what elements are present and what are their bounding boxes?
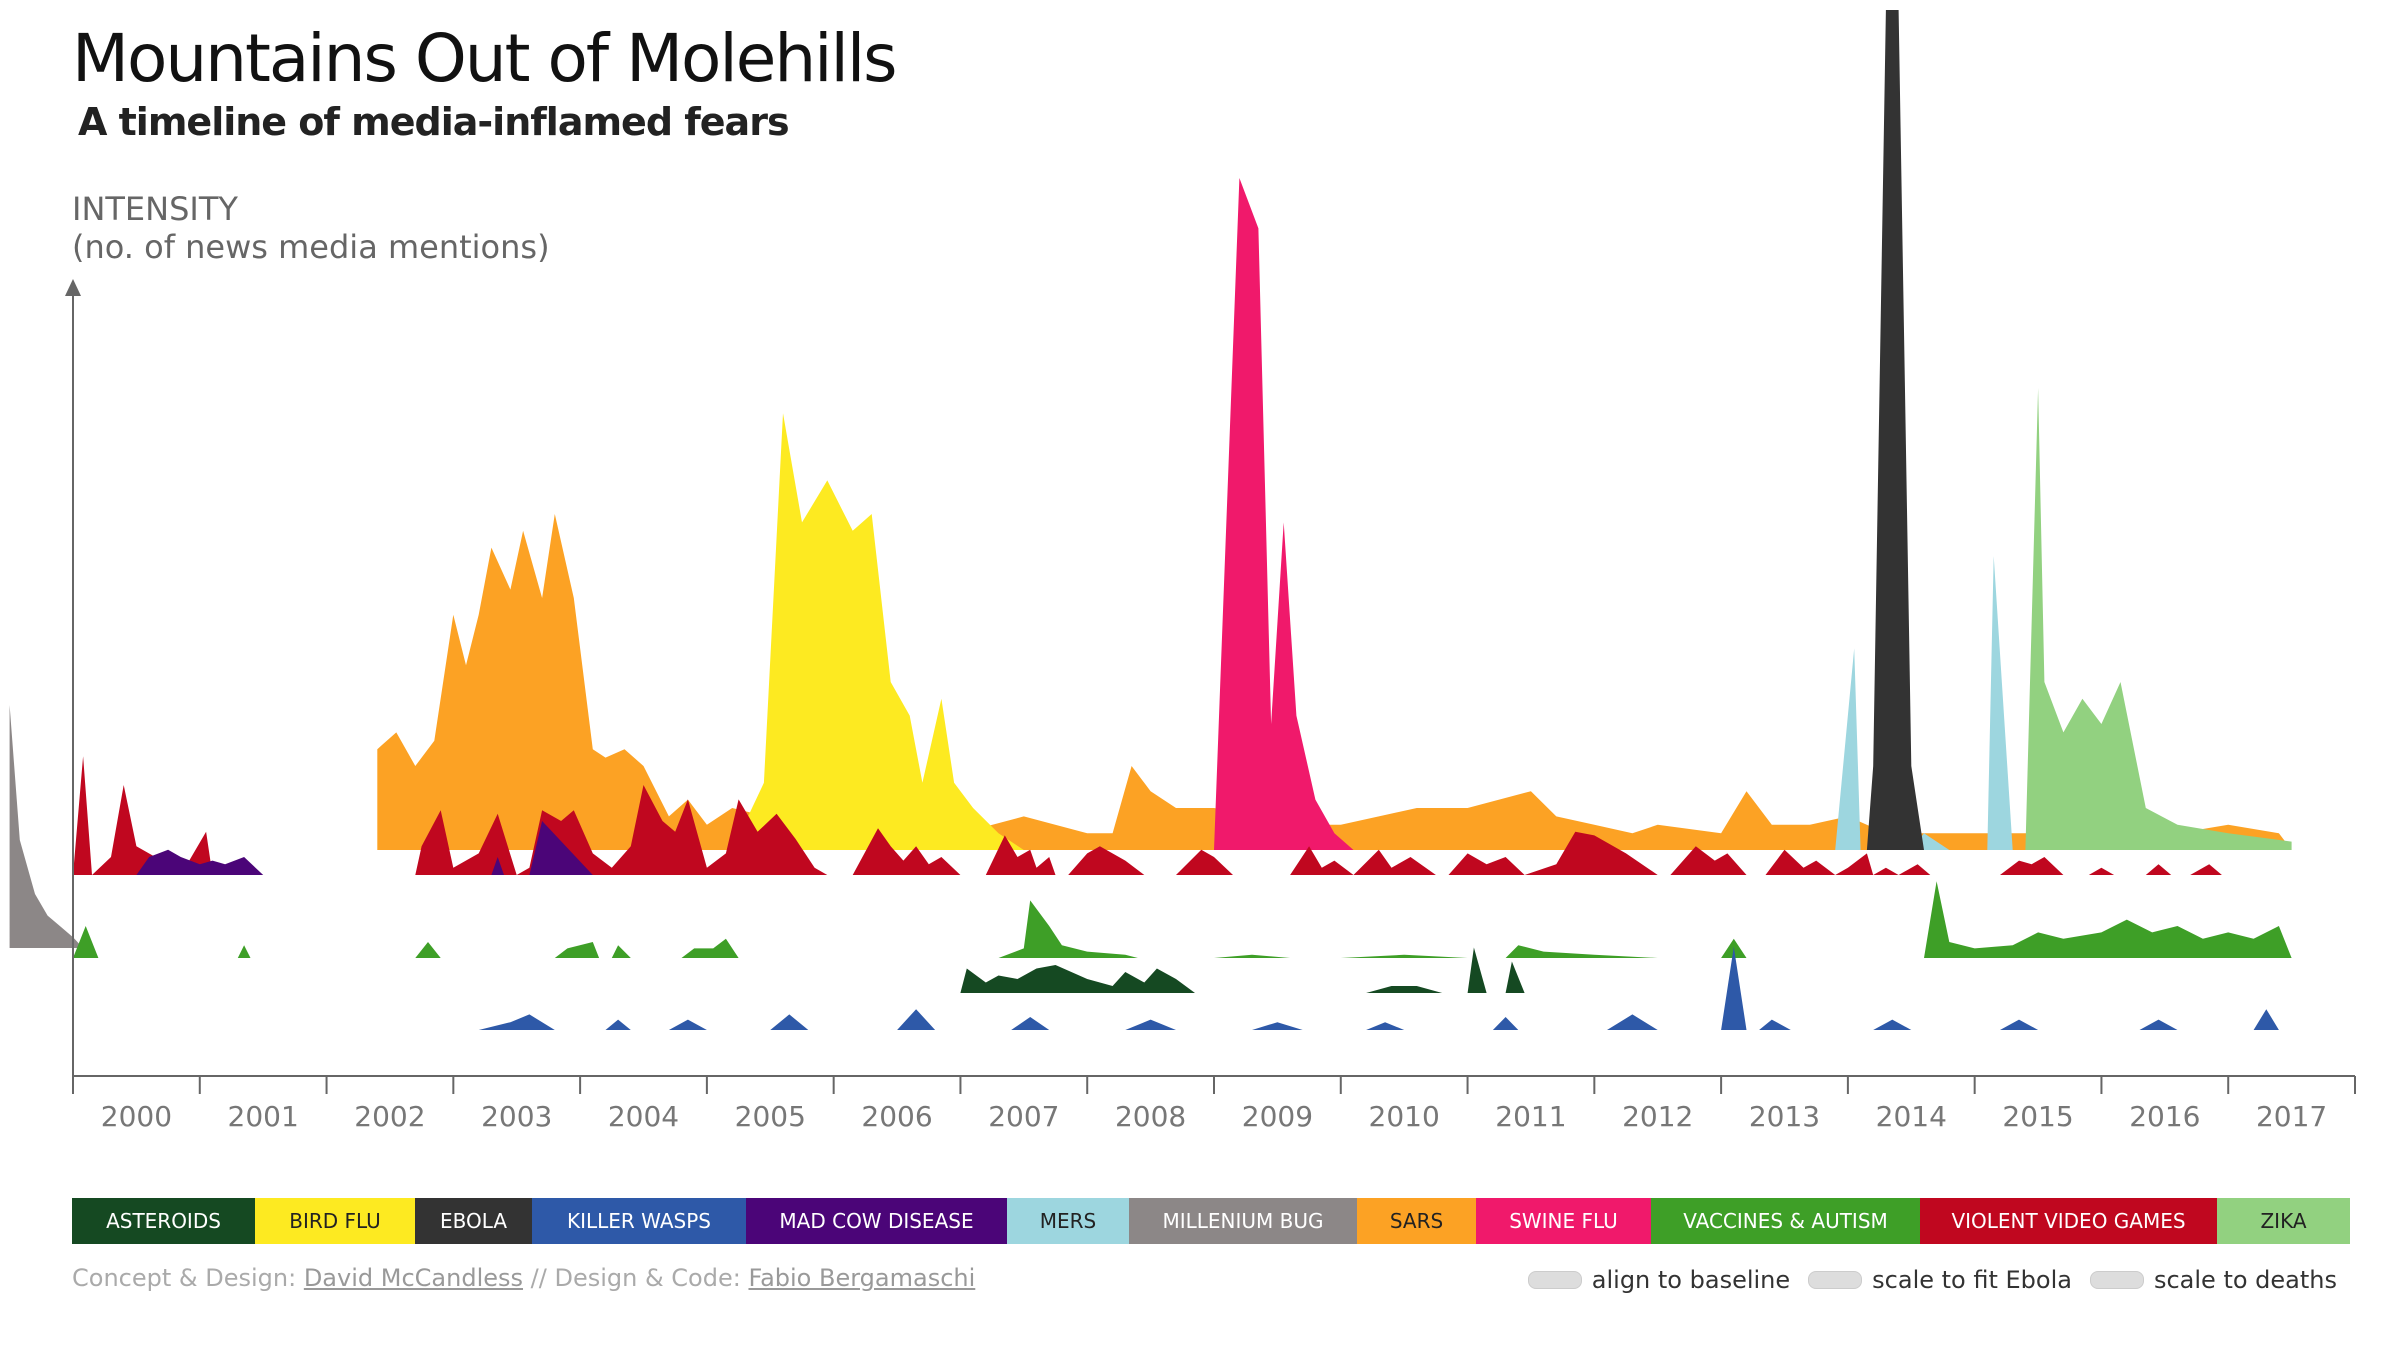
chart-areas <box>9 10 2292 1030</box>
legend-item-violent-video-games[interactable]: VIOLENT VIDEO GAMES <box>1920 1198 2217 1244</box>
legend-item-zika[interactable]: ZIKA <box>2217 1198 2350 1244</box>
y-axis-label: INTENSITY (no. of news media mentions) <box>72 190 550 266</box>
x-tick-label: 2013 <box>1749 1100 1820 1133</box>
credits-concept-link[interactable]: David McCandless <box>303 1264 524 1292</box>
legend-item-killer-wasps[interactable]: KILLER WASPS <box>532 1198 746 1244</box>
area-chart: 2000 2001 2002 2003 2004 2005 2006 2007 2008 2009… <box>9 10 2356 1133</box>
page-subtitle: A timeline of media-inflamed fears <box>78 100 790 144</box>
chart-axes: 2000 2001 2002 2003 2004 2005 2006 2007 2008 2009… <box>65 279 2356 1133</box>
legend-item-mad-cow-disease[interactable]: MAD COW DISEASE <box>746 1198 1007 1244</box>
toggle-switch-icon[interactable] <box>1808 1271 1863 1289</box>
x-tick-label: 2014 <box>1876 1100 1947 1133</box>
page-title: Mountains Out of Molehills <box>72 20 898 97</box>
series-area-mers[interactable] <box>1835 556 2013 850</box>
credits: Concept & Design: David McCandless // De… <box>72 1264 975 1292</box>
toggle-align-baseline[interactable]: align to baseline <box>1527 1266 1791 1294</box>
x-tick-label: 2003 <box>481 1100 552 1133</box>
series-area-mad-cow-disease[interactable] <box>136 821 593 875</box>
x-tick-label: 2012 <box>1622 1100 1693 1133</box>
legend-item-sars[interactable]: SARS <box>1357 1198 1476 1244</box>
toggle-switch-icon[interactable] <box>2089 1271 2144 1289</box>
x-tick-label: 2017 <box>2256 1100 2327 1133</box>
series-area-millenium-bug[interactable] <box>9 705 84 948</box>
x-tick-label: 2002 <box>354 1100 425 1133</box>
series-area-killer-wasps[interactable] <box>478 946 2279 1030</box>
toggle-switch-icon[interactable] <box>1527 1271 1582 1289</box>
toggle-scale-deaths[interactable]: scale to deaths <box>2089 1266 2337 1294</box>
legend: ASTEROIDS BIRD FLU EBOLA KILLER WASPS MAD CO… <box>72 1198 2350 1244</box>
legend-item-millenium-bug[interactable]: MILLENIUM BUG <box>1129 1198 1357 1244</box>
series-area-vaccines-autism[interactable] <box>73 881 2292 958</box>
series-area-ebola[interactable] <box>1866 10 1924 850</box>
series-area-asteroids[interactable] <box>960 947 1525 994</box>
y-axis-label-line2: (no. of news media mentions) <box>72 228 550 266</box>
x-tick-label: 2001 <box>228 1100 299 1133</box>
x-tick-label: 2016 <box>2129 1100 2200 1133</box>
toggle-label: scale to fit Ebola <box>1872 1266 2072 1294</box>
legend-item-ebola[interactable]: EBOLA <box>415 1198 532 1244</box>
legend-item-mers[interactable]: MERS <box>1007 1198 1129 1244</box>
series-area-swine-flu[interactable] <box>1214 178 1354 850</box>
legend-item-bird-flu[interactable]: BIRD FLU <box>255 1198 415 1244</box>
toggle-scale-ebola[interactable]: scale to fit Ebola <box>1808 1266 2072 1294</box>
y-axis-arrow-icon <box>65 279 81 296</box>
x-tick-label: 2004 <box>608 1100 679 1133</box>
credits-prefix: Concept & Design: <box>72 1264 297 1292</box>
x-tick-label: 2011 <box>1495 1100 1566 1133</box>
x-tick-label: 2007 <box>988 1100 1059 1133</box>
x-tick-label: 2015 <box>2002 1100 2073 1133</box>
toggle-label: align to baseline <box>1591 1266 1791 1294</box>
legend-item-asteroids[interactable]: ASTEROIDS <box>72 1198 255 1244</box>
y-axis-label-line1: INTENSITY <box>72 190 238 228</box>
x-tick-label: 2008 <box>1115 1100 1186 1133</box>
legend-item-vaccines-autism[interactable]: VACCINES & AUTISM <box>1651 1198 1920 1244</box>
x-tick-label: 2006 <box>861 1100 932 1133</box>
x-tick-label: 2000 <box>101 1100 172 1133</box>
series-area-zika[interactable] <box>2025 388 2292 850</box>
x-tick-label: 2009 <box>1242 1100 1313 1133</box>
credits-code-link[interactable]: Fabio Bergamaschi <box>748 1264 976 1292</box>
x-tick-label: 2010 <box>1369 1100 1440 1133</box>
credits-separator: // Design & Code: <box>530 1264 741 1292</box>
x-tick-label: 2005 <box>735 1100 806 1133</box>
series-area-bird-flu[interactable] <box>732 413 1024 850</box>
toggle-label: scale to deaths <box>2153 1266 2337 1294</box>
view-toggles: align to baseline scale to fit Ebola sca… <box>1527 1266 2337 1294</box>
legend-item-swine-flu[interactable]: SWINE FLU <box>1476 1198 1651 1244</box>
